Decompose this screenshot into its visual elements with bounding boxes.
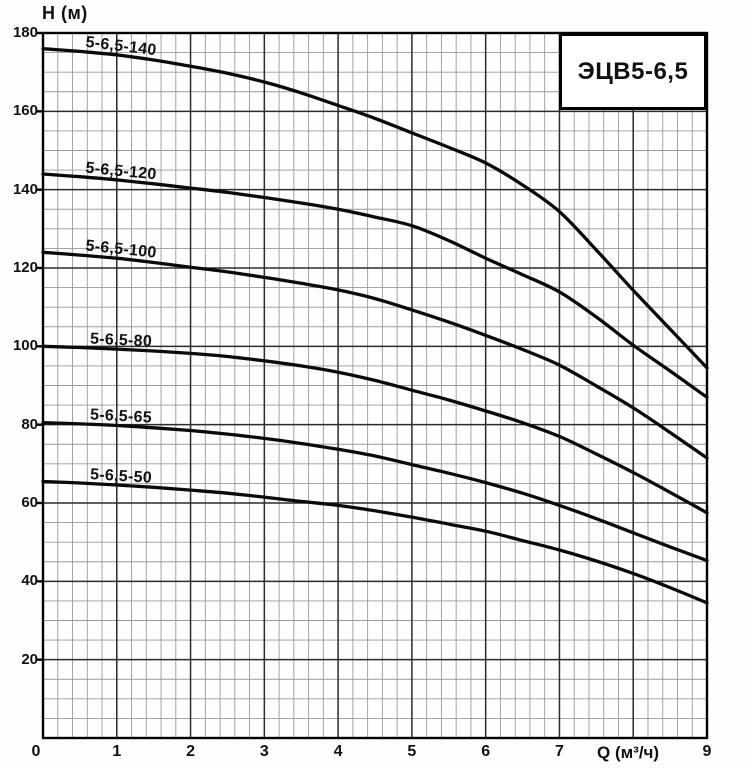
plot-border <box>41 31 709 740</box>
x-tick-label-2: 2 <box>186 743 195 760</box>
y-tick-label-100: 100 <box>12 337 38 355</box>
pump-curve-5-6,5-80 <box>41 344 709 515</box>
y-tick-label-40: 40 <box>21 572 38 590</box>
pump-model-label: ЭЦВ5-6,5 <box>577 57 689 85</box>
x-tick-label-0: 0 <box>31 743 41 760</box>
curve-label-5-6,5-50: 5-6,5-50 <box>89 466 153 487</box>
x-tick-label-3: 3 <box>259 743 269 760</box>
y-axis-title: H (м) <box>42 3 88 23</box>
y-tick-label-20: 20 <box>21 650 38 668</box>
x-tick-label-7: 7 <box>554 743 564 760</box>
y-tick-label-120: 120 <box>12 259 38 276</box>
pump-curve-5-6,5-65 <box>41 421 709 563</box>
x-axis-title: Q (м³/ч) <box>596 743 660 762</box>
pump-curve-5-6,5-120 <box>41 172 709 399</box>
y-tick-label-80: 80 <box>21 415 38 433</box>
x-tick-label-6: 6 <box>481 743 491 760</box>
pump-curve-5-6,5-100 <box>41 250 709 460</box>
pump-curve-5-6,5-140 <box>41 47 709 370</box>
x-tick-label-9: 9 <box>702 743 712 760</box>
y-tick-label-180: 180 <box>12 24 38 41</box>
curve-label-5-6,5-80: 5-6,5-80 <box>89 330 153 351</box>
x-tick-label-1: 1 <box>112 743 122 760</box>
x-tick-label-5: 5 <box>407 743 417 760</box>
pump-curve-5-6,5-50 <box>41 479 709 605</box>
y-tick-label-140: 140 <box>12 180 38 198</box>
y-tick-label-160: 160 <box>12 102 38 120</box>
x-tick-label-4: 4 <box>333 743 343 760</box>
y-tick-label-60: 60 <box>21 494 38 511</box>
pump-model-box: ЭЦВ5-6,5 <box>559 33 707 110</box>
